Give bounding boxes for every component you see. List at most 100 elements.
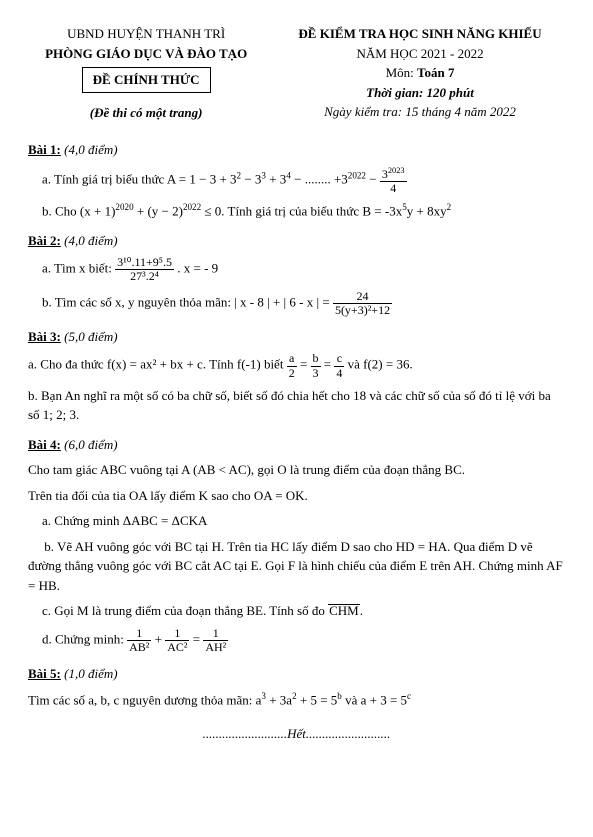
sup: 2 [447, 202, 452, 212]
num: 3¹⁰.11+9⁵.5 [115, 256, 174, 270]
n: 1 [203, 627, 228, 641]
bai1-a: a. Tính giá trị biểu thức A = 1 − 3 + 3 2… [42, 166, 565, 195]
n: 1 [165, 627, 189, 641]
t: c. Gọi M là trung điểm của đoạn thẳng BE… [42, 603, 328, 618]
frac: 1AB² [127, 627, 151, 654]
exam-date: Ngày kiểm tra: 15 tháng 4 năm 2022 [275, 102, 565, 122]
subject-value: Toán 7 [417, 65, 454, 80]
den: 4 [380, 182, 407, 195]
t: b. Vẽ AH vuông góc với BC tại H. Trên ti… [28, 539, 563, 593]
den: 5(y+3)²+12 [333, 304, 392, 317]
bai5: Bài 5: (1,0 điểm) [28, 664, 565, 684]
t: y + 8xy [407, 203, 447, 218]
bai4-b: b. Vẽ AH vuông góc với BC tại H. Trên ti… [28, 537, 565, 596]
frac: 320234 [380, 166, 407, 195]
d: 2 [287, 367, 297, 380]
exam-title: ĐỀ KIỂM TRA HỌC SINH NĂNG KHIẾU [275, 24, 565, 44]
t: = [189, 632, 203, 647]
d: 4 [334, 367, 344, 380]
d: AB² [127, 641, 151, 654]
header-left: UBND HUYỆN THANH TRÌ PHÒNG GIÁO DỤC VÀ Đ… [28, 24, 264, 122]
n: c [334, 352, 344, 366]
school-year: NĂM HỌC 2021 - 2022 [275, 44, 565, 64]
t: d. Chứng minh: [42, 632, 127, 647]
t: a. Cho đa thức f(x) = ax² + bx + c. Tính… [28, 357, 287, 372]
bai5-points: (1,0 điểm) [64, 666, 117, 681]
n: a [287, 352, 297, 366]
frac: 3¹⁰.11+9⁵.527³.2⁴ [115, 256, 174, 283]
t: và f(2) = 36. [344, 357, 412, 372]
org-line2: PHÒNG GIÁO DỤC VÀ ĐÀO TẠO [28, 44, 264, 64]
bai2-a: a. Tìm x biết: 3¹⁰.11+9⁵.527³.2⁴ . x = -… [42, 256, 565, 283]
t: b. Cho (x + 1) [42, 203, 115, 218]
n: b [311, 352, 321, 366]
t: + (y − 2) [134, 203, 183, 218]
t: + 3 [266, 171, 286, 186]
bai2-title: Bài 2: [28, 233, 61, 248]
frac: 1AC² [165, 627, 189, 654]
org-line1: UBND HUYỆN THANH TRÌ [28, 24, 264, 44]
t: và a + 3 = 5 [342, 692, 407, 707]
official-stamp: ĐỀ CHÍNH THỨC [82, 67, 211, 93]
bai5-title: Bài 5: [28, 666, 61, 681]
bai2-b: b. Tìm các số x, y nguyên thỏa mãn: | x … [42, 290, 565, 317]
bai5-text: Tìm các số a, b, c nguyên dương thỏa mãn… [28, 690, 565, 710]
sup: c [407, 691, 411, 701]
t: + [151, 632, 165, 647]
d: AH² [203, 641, 228, 654]
t: − 3 [241, 171, 261, 186]
frac: 1AH² [203, 627, 228, 654]
t: a. Tìm x biết: [42, 261, 115, 276]
bai4-intro1: Cho tam giác ABC vuông tại A (AB < AC), … [28, 460, 565, 480]
bai1: Bài 1: (4,0 điểm) [28, 140, 565, 160]
t: b. Tìm các số x, y nguyên thỏa mãn: | x … [42, 294, 333, 309]
bai3: Bài 3: (5,0 điểm) [28, 327, 565, 347]
t: = [321, 357, 335, 372]
frac: b3 [311, 352, 321, 379]
num: 24 [333, 290, 392, 304]
duration: Thời gian: 120 phút [275, 83, 565, 103]
t: ≤ 0. Tính giá trị của biểu thức B = -3x [201, 203, 402, 218]
bai1-a-text: a. Tính giá trị biểu thức A = 1 − 3 + 3 [42, 171, 237, 186]
footer-end: ..........................Hết...........… [28, 724, 565, 744]
den: 27³.2⁴ [115, 270, 174, 283]
page-note: (Đề thi có một trang) [28, 103, 264, 123]
t: . [360, 603, 363, 618]
angle-arc: CHM [328, 604, 360, 617]
bai4: Bài 4: (6,0 điểm) [28, 435, 565, 455]
d: 3 [311, 367, 321, 380]
frac: 245(y+3)²+12 [333, 290, 392, 317]
bai3-a: a. Cho đa thức f(x) = ax² + bx + c. Tính… [28, 352, 565, 379]
t: . x = - 9 [174, 261, 218, 276]
bai3-points: (5,0 điểm) [64, 329, 117, 344]
n: 1 [127, 627, 151, 641]
d: AC² [165, 641, 189, 654]
subject-label: Môn: [386, 65, 414, 80]
bai4-intro2: Trên tia đối của tia OA lấy điểm K sao c… [28, 486, 565, 506]
bai4-title: Bài 4: [28, 437, 61, 452]
t: + 5 = 5 [297, 692, 338, 707]
sup: 2020 [115, 202, 133, 212]
t: + 3a [266, 692, 292, 707]
subject-line: Môn: Toán 7 [275, 63, 565, 83]
bai4-points: (6,0 điểm) [64, 437, 117, 452]
t: − [366, 171, 380, 186]
t: Tìm các số a, b, c nguyên dương thỏa mãn… [28, 692, 261, 707]
frac: c4 [334, 352, 344, 379]
bai2-points: (4,0 điểm) [64, 233, 117, 248]
t: = [297, 357, 311, 372]
sup: 2023 [388, 166, 405, 175]
bai1-title: Bài 1: [28, 142, 61, 157]
bai1-b: b. Cho (x + 1)2020 + (y − 2)2022 ≤ 0. Tí… [42, 201, 565, 221]
bai1-points: (4,0 điểm) [64, 142, 117, 157]
bai3-b: b. Bạn An nghĩ ra một số có ba chữ số, b… [28, 386, 565, 425]
bai4-c: c. Gọi M là trung điểm của đoạn thẳng BE… [42, 601, 565, 621]
bai2: Bài 2: (4,0 điểm) [28, 231, 565, 251]
bai4-a: a. Chứng minh ΔABC = ΔCKA [42, 511, 565, 531]
header-right: ĐỀ KIỂM TRA HỌC SINH NĂNG KHIẾU NĂM HỌC … [275, 24, 565, 122]
sup: 2022 [183, 202, 201, 212]
bai3-title: Bài 3: [28, 329, 61, 344]
t: − ........ +3 [291, 171, 348, 186]
sup: 2022 [348, 170, 366, 180]
exam-header: UBND HUYỆN THANH TRÌ PHÒNG GIÁO DỤC VÀ Đ… [28, 24, 565, 122]
